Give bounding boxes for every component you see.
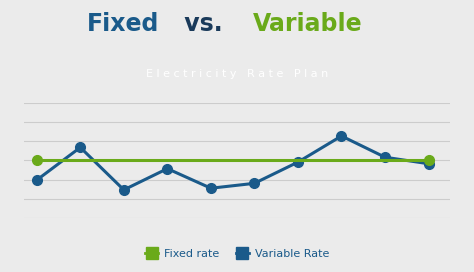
Text: vs.: vs. [176, 12, 231, 36]
Text: Variable: Variable [253, 12, 363, 36]
Text: Fixed: Fixed [87, 12, 159, 36]
Text: E l e c t r i c i t y   R a t e   P l a n: E l e c t r i c i t y R a t e P l a n [146, 69, 328, 79]
Legend: Fixed rate, Variable Rate: Fixed rate, Variable Rate [140, 245, 334, 264]
